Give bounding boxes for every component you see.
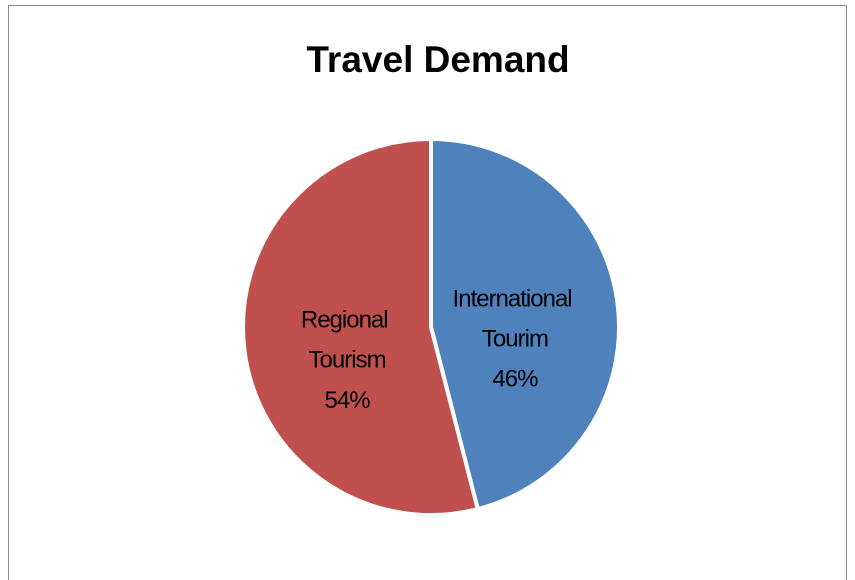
pie-slice (429, 137, 621, 512)
slice-value-label: 46% (492, 366, 538, 393)
slice-category-label: International Tourim (453, 286, 578, 353)
slice-value-label: 54% (325, 387, 371, 414)
slice-category-label: Regional Tourism (301, 307, 393, 374)
label-line: Regional (301, 307, 393, 334)
label-line: Tourim (482, 326, 548, 353)
label-line: Tourism (309, 347, 386, 374)
chart-title: Travel Demand (306, 39, 569, 80)
pie-slice (241, 137, 480, 517)
label-line: International (453, 286, 578, 313)
